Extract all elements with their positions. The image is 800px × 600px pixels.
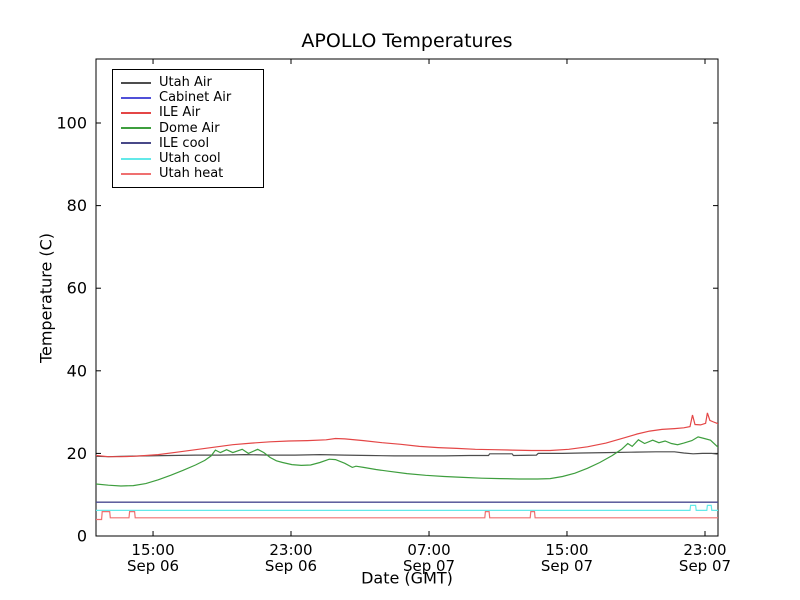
x-tick-label-date: Sep 06 (265, 557, 317, 575)
legend-label: Utah heat (159, 166, 224, 182)
y-tick-label: 40 (67, 361, 87, 380)
x-tick-label-time: 15:00 (545, 541, 588, 559)
legend-line-sample (121, 172, 151, 175)
y-tick-label: 60 (67, 279, 87, 298)
legend-label: Utah cool (159, 151, 221, 167)
legend-item-dome-air: Dome Air (113, 121, 263, 136)
legend-item-ile-air: ILE Air (113, 105, 263, 120)
y-tick-label: 80 (67, 196, 87, 215)
legend-line-sample (121, 157, 151, 160)
legend-line-sample (121, 142, 151, 145)
legend-label: Dome Air (159, 120, 220, 136)
legend-label: ILE Air (159, 105, 201, 121)
legend-item-utah-cool: Utah cool (113, 151, 263, 166)
x-tick-label-date: Sep 07 (679, 557, 731, 575)
legend-line-sample (121, 96, 151, 99)
x-tick-label-time: 15:00 (131, 541, 174, 559)
series-line-dome-air (96, 436, 718, 487)
legend-label: Cabinet Air (159, 90, 232, 106)
legend-label: Utah Air (159, 75, 212, 91)
x-axis-label: Date (GMT) (361, 568, 453, 588)
legend-item-cabinet-air: Cabinet Air (113, 90, 263, 105)
legend-item-ile-cool: ILE cool (113, 136, 263, 151)
x-tick-label-time: 07:00 (407, 541, 450, 559)
axes-frame (95, 58, 719, 537)
y-tick-label: 20 (67, 444, 87, 463)
series-line-ile-air (96, 412, 718, 458)
chart-title: APOLLO Temperatures (301, 30, 513, 52)
y-axis-label: Temperature (C) (36, 232, 56, 364)
y-tick-label: 100 (56, 114, 87, 133)
series-line-utah-cool (96, 504, 718, 511)
legend-line-sample (121, 111, 151, 114)
x-tick-label-time: 23:00 (269, 541, 312, 559)
y-tick-label: 0 (77, 527, 87, 546)
x-tick-label-date: Sep 06 (127, 557, 179, 575)
legend: Utah Air Cabinet Air ILE Air Dome Air ILE co… (112, 69, 264, 188)
legend-line-sample (121, 81, 151, 84)
legend-line-sample (121, 127, 151, 130)
legend-item-utah-heat: Utah heat (113, 166, 263, 181)
x-tick-label-date: Sep 07 (541, 557, 593, 575)
series-line-utah-heat (96, 511, 718, 521)
series-line-utah-air (96, 451, 718, 458)
legend-label: ILE cool (159, 135, 210, 151)
x-tick-label-date: Sep 07 (403, 557, 455, 575)
legend-item-utah-air: Utah Air (113, 75, 263, 90)
x-tick-label-time: 23:00 (683, 541, 726, 559)
